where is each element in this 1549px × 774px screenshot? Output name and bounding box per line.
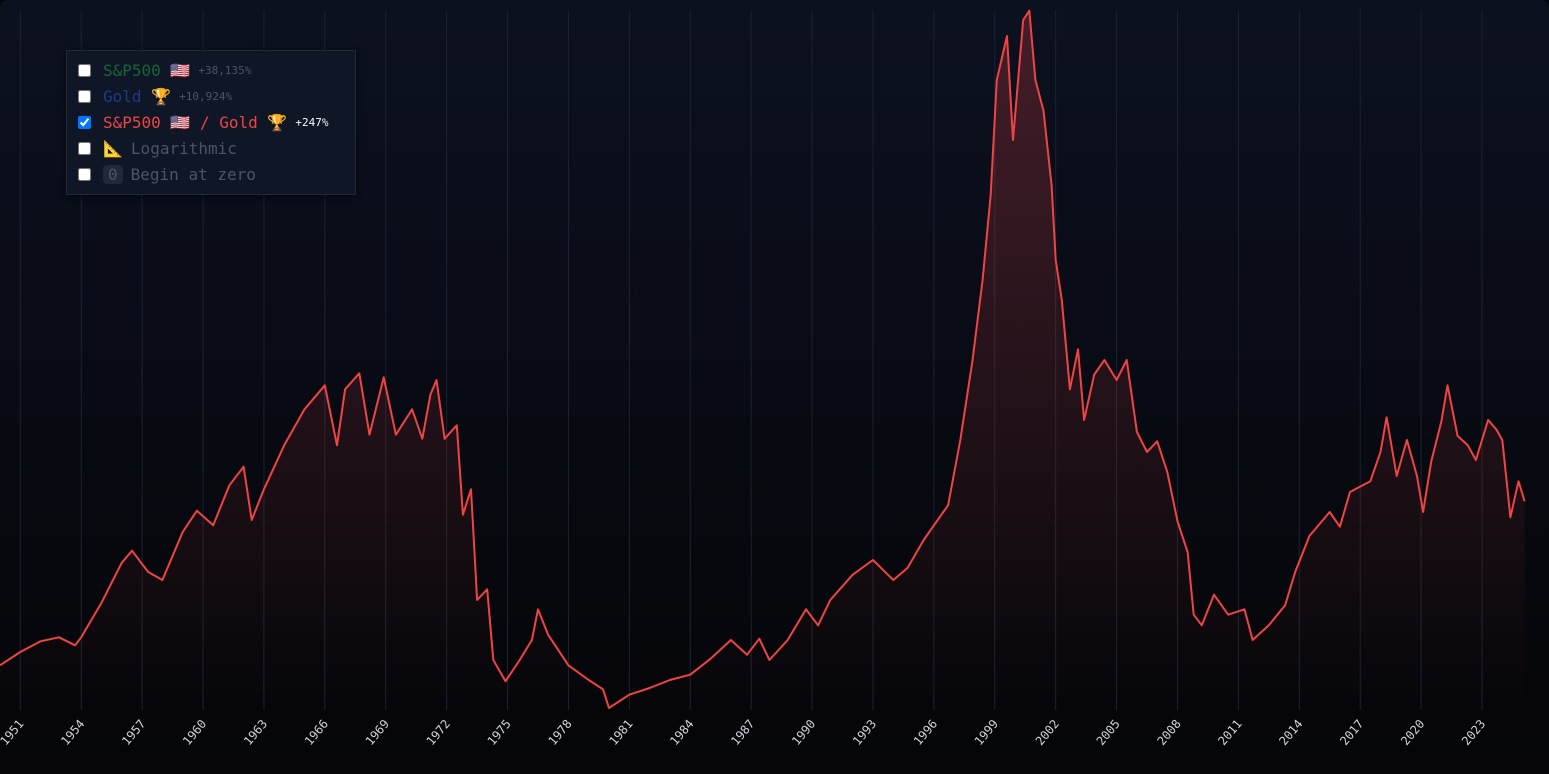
legend-label: Gold 🏆	[103, 86, 172, 106]
area	[0, 10, 1525, 710]
legend-row[interactable]: 📐 Logarithmic	[67, 135, 355, 161]
x-tick-label: 1993	[850, 717, 879, 748]
legend-row[interactable]: S&P500 🇺🇸 +38,135%	[67, 57, 355, 83]
x-tick-label: 2002	[1033, 717, 1062, 748]
legend-change: +38,135%	[198, 63, 252, 77]
x-tick-label: 1960	[180, 717, 209, 748]
x-tick-label: 1972	[424, 717, 453, 748]
x-tick-label: 2020	[1398, 717, 1427, 748]
legend-label: S&P500 🇺🇸	[103, 60, 191, 80]
x-tick-label: 1969	[363, 717, 392, 748]
icon: 📐	[103, 138, 123, 158]
checkbox[interactable]	[78, 115, 91, 129]
x-tick-label: 1966	[302, 717, 331, 748]
legend-row[interactable]: Gold 🏆 +10,924%	[67, 83, 355, 109]
x-tick-label: 2008	[1154, 717, 1183, 748]
legend-change: +10,924%	[179, 89, 233, 103]
checkbox[interactable]	[78, 89, 91, 103]
checkbox[interactable]	[78, 141, 91, 155]
x-tick-label: 1963	[241, 717, 270, 748]
x-tick-label: 2014	[1276, 717, 1305, 748]
x-tick-label: 2005	[1094, 717, 1123, 748]
x-tick-label: 1981	[606, 717, 635, 748]
x-tick-label: 1951	[0, 717, 27, 748]
legend-label: Logarithmic	[130, 138, 237, 158]
checkbox[interactable]	[78, 167, 91, 181]
x-tick-label: 1990	[789, 717, 818, 748]
x-tick-label: 1984	[667, 717, 696, 748]
x-tick-label: 1957	[119, 717, 148, 748]
legend-row[interactable]: 0 Begin at zero	[67, 161, 355, 187]
x-tick-label: 1999	[972, 717, 1001, 748]
legend-label: S&P500 🇺🇸 / Gold 🏆	[103, 112, 288, 132]
x-tick-label: 2023	[1459, 717, 1488, 748]
legend-change: +247%	[295, 115, 329, 129]
legend-label: Begin at zero	[130, 164, 256, 184]
x-tick-label: 2011	[1215, 717, 1244, 748]
legend-row[interactable]: S&P500 🇺🇸 / Gold 🏆 +247%	[67, 109, 355, 135]
line	[0, 9, 1526, 709]
icon: 0	[103, 164, 123, 184]
x-tick-label: 1954	[58, 717, 87, 748]
x-tick-label: 1975	[485, 717, 514, 748]
x-tick-label: 1978	[545, 717, 574, 748]
x-tick-label: 2017	[1337, 717, 1366, 748]
checkbox[interactable]	[78, 63, 91, 77]
legend: S&P500 🇺🇸 +38,135% Gold 🏆 +10,924% S&P500 🇺🇸…	[66, 50, 356, 195]
x-tick-label: 1987	[728, 717, 757, 748]
x-tick-label: 1996	[911, 717, 940, 748]
